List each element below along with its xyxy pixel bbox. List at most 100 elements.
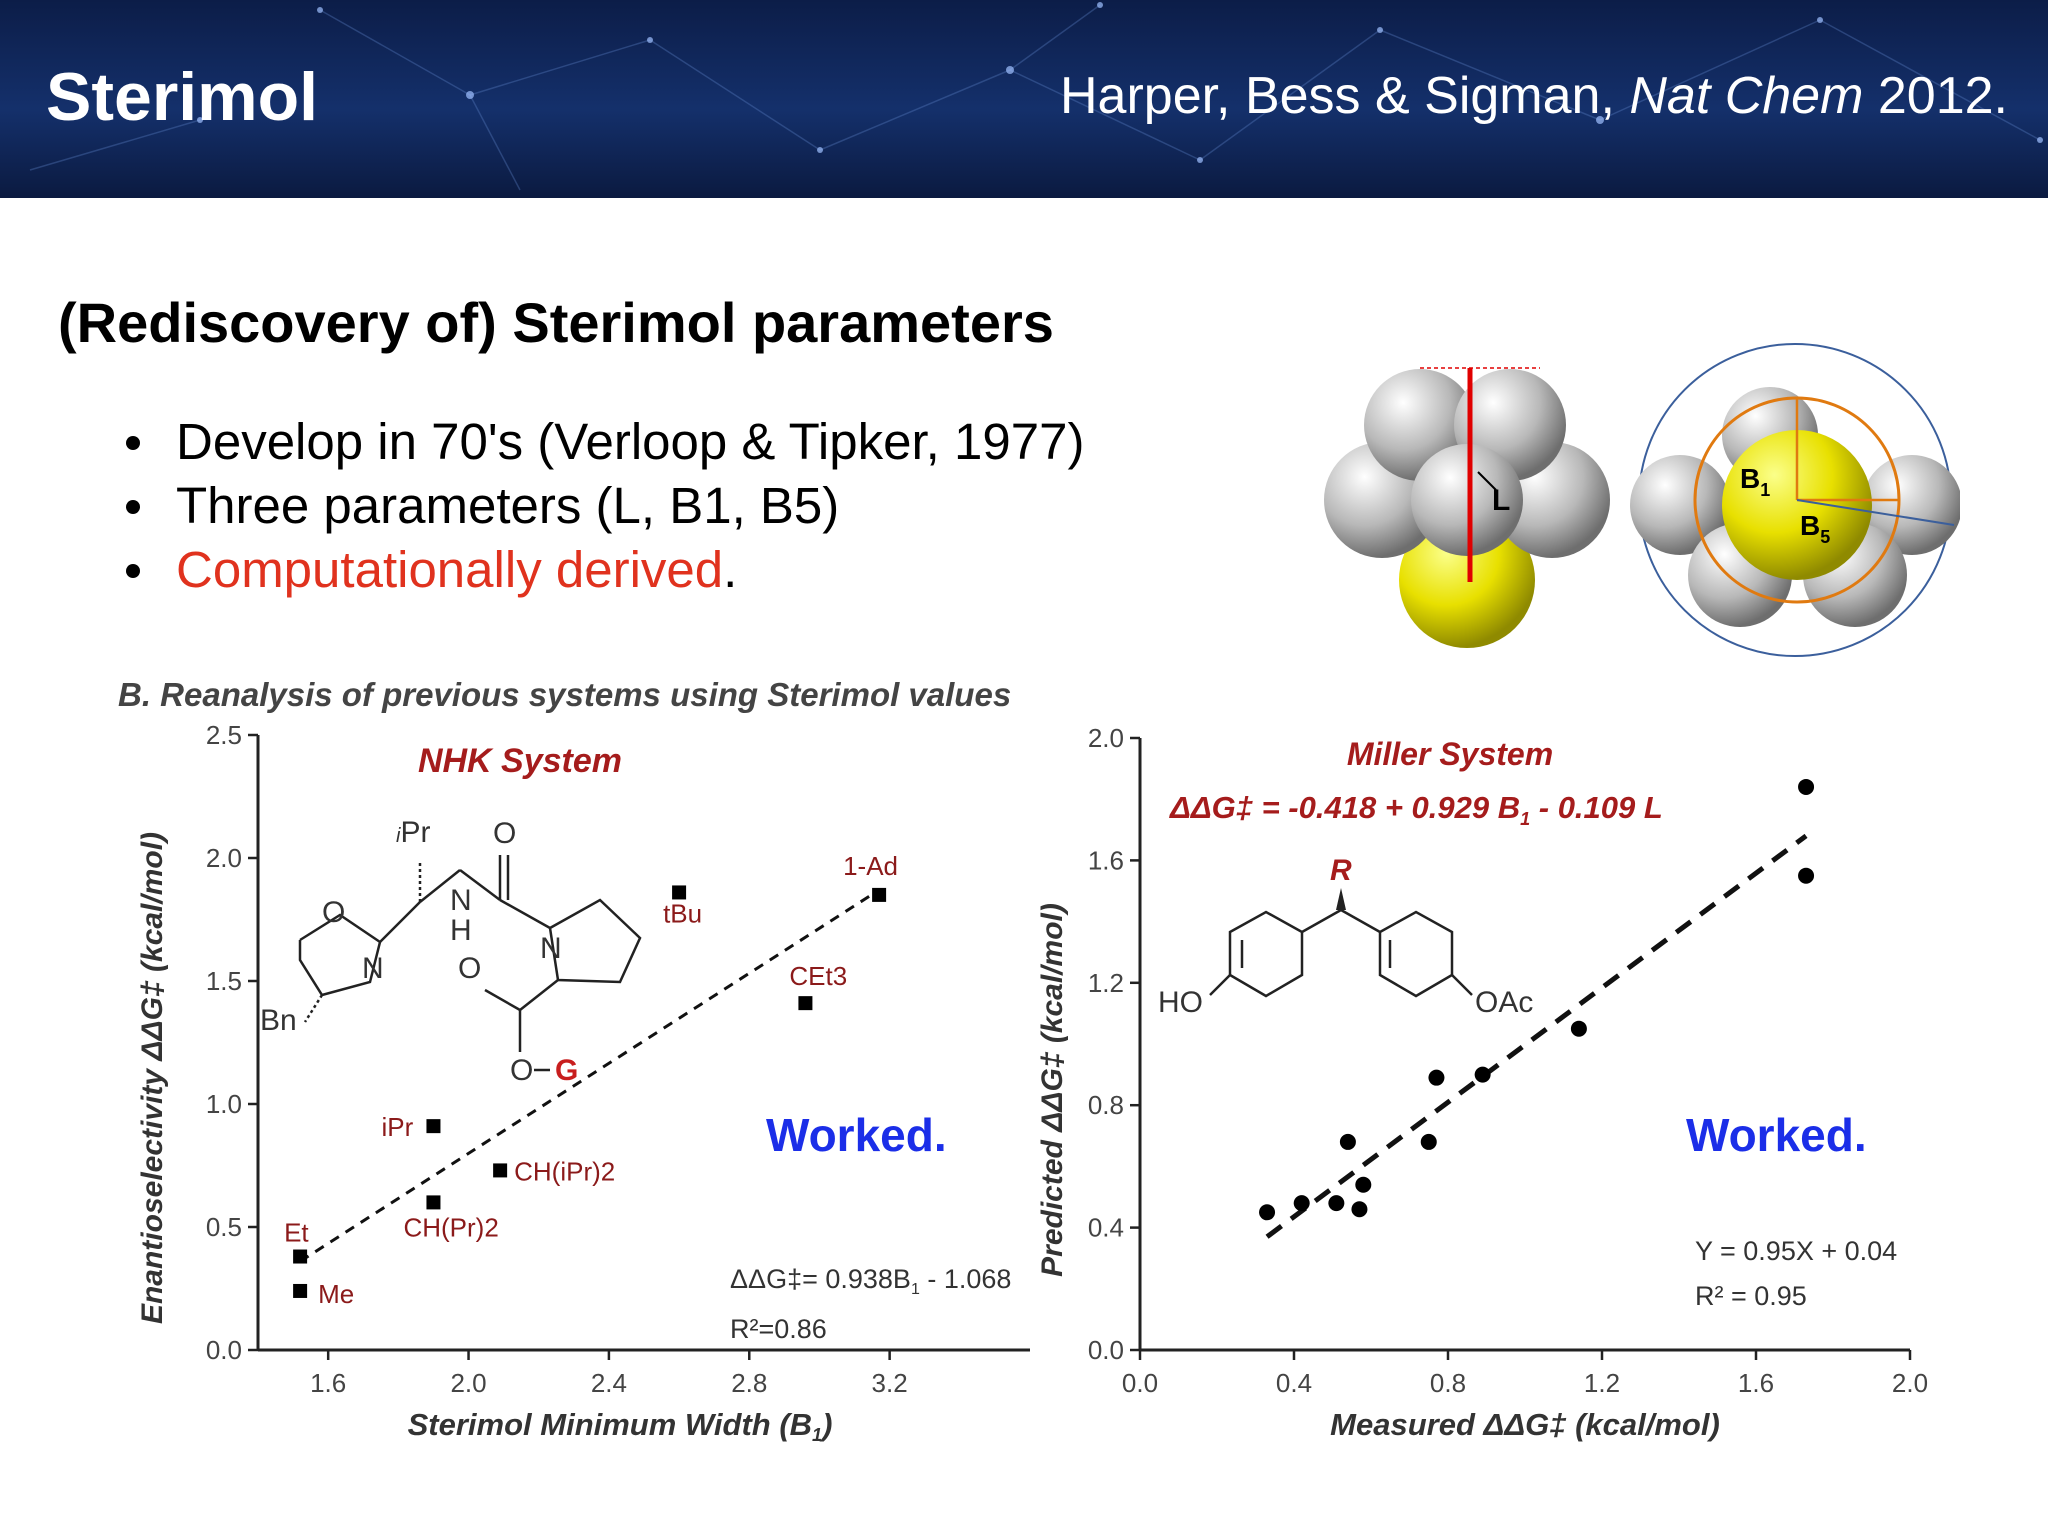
data-point-label: iPr [381,1112,413,1142]
data-point [1328,1195,1345,1212]
nhk-y-axis-label: Enantioselectivity ΔΔG‡ (kcal/mol) [136,832,169,1324]
nhk-fit-line [299,888,880,1263]
panel-caption: B. Reanalysis of previous systems using … [118,676,1012,713]
label-b1: B1 [1740,463,1770,500]
y-tick-label: 2.5 [206,720,242,750]
worked-label-right: Worked. [1686,1109,1867,1161]
citation-authors: Harper, Bess & Sigman, [1059,67,1630,125]
x-tick-label: 1.6 [310,1368,346,1398]
y-tick-label: 1.0 [206,1089,242,1119]
miller-equation: Y = 0.95X + 0.04 [1695,1236,1897,1266]
y-tick-label: 1.2 [1088,968,1124,998]
bullet-text-tail: . [723,541,738,598]
svg-text:Bn: Bn [260,1004,297,1037]
bullet-text: Develop in 70's (Verloop & Tipker, 1977) [176,413,1085,470]
miller-ho-label: HO [1158,986,1203,1019]
nhk-chart-title: NHK System [418,742,622,780]
data-point [293,1249,308,1264]
data-point [1420,1133,1437,1150]
y-tick-label: 2.0 [1088,723,1124,753]
nhk-ticks: 1.6 2.0 2.4 2.8 3.2 0.0 0.5 1.0 1.5 2.0 2.5 [206,720,908,1398]
y-tick-label: 0.0 [1088,1335,1124,1365]
x-tick-label: 2.8 [731,1368,767,1398]
data-point [872,887,887,902]
nhk-x-axis-label: Sterimol Minimum Width (B1) [408,1407,833,1445]
citation-journal: Nat Chem [1629,67,1864,125]
data-point [798,996,813,1011]
nhk-r2: R²=0.86 [730,1314,827,1344]
data-point [1570,1020,1587,1037]
x-tick-label: 2.0 [450,1368,486,1398]
miller-x-axis-label: Measured ΔΔG‡ (kcal/mol) [1330,1407,1720,1442]
wedge-bond [1336,888,1346,910]
data-point-label: Et [284,1218,309,1248]
miller-chart-title: Miller System [1347,736,1553,772]
side-view-molecule: L [1324,367,1610,648]
data-point [1355,1176,1372,1193]
x-tick-label: 1.2 [1584,1368,1620,1398]
miller-structure [1209,908,1473,998]
data-point [1798,867,1815,884]
svg-text:N: N [362,952,384,985]
svg-text:N: N [540,932,562,965]
x-tick-label: 0.0 [1122,1368,1158,1398]
data-point-label: CEt3 [789,961,847,991]
data-point [293,1283,308,1298]
x-tick-label: 2.4 [591,1368,627,1398]
data-point-label: tBu [663,898,702,928]
miller-ticks: 0.0 0.4 0.8 1.2 1.6 2.0 0.0 0.4 0.8 1.2 1.6 2.0 [1088,723,1928,1398]
data-point [1474,1066,1491,1083]
citation: Harper, Bess & Sigman, Nat Chem 2012. [1060,66,2008,126]
miller-y-axis-label: Predicted ΔΔG‡ (kcal/mol) [1036,903,1069,1277]
miller-points [1259,778,1815,1221]
data-point-label: CH(Pr)2 [403,1212,498,1242]
bullet-text-highlight: Computationally derived [176,541,724,598]
data-point [426,1119,441,1134]
miller-axes [1138,738,1910,1352]
data-point [493,1163,508,1178]
x-tick-label: 1.6 [1738,1368,1774,1398]
citation-year: 2012. [1863,67,2008,125]
regression-line [299,888,880,1263]
data-point [1428,1069,1445,1086]
miller-fit-line [1265,833,1808,1239]
label-l: L [1492,484,1510,517]
data-point-label: CH(iPr)2 [514,1156,615,1186]
bullet-text: Three parameters (L, B1, B5) [176,477,840,534]
y-tick-label: 1.5 [206,966,242,996]
svg-text:H: H [450,914,472,947]
worked-label-left: Worked. [766,1109,947,1161]
svg-text:N: N [450,884,472,917]
svg-text:O: O [493,817,516,850]
bullet-item: Three parameters (L, B1, B5) [126,474,1084,538]
y-tick-label: 0.5 [206,1212,242,1242]
sterimol-molecule-illustration: L B1 B5 [1324,343,1960,657]
bullet-item: Develop in 70's (Verloop & Tipker, 1977) [126,410,1084,474]
nhk-points: Me Et iPr CH(Pr)2 CH(iPr)2 tBu CEt3 1-Ad [284,851,898,1309]
data-point [426,1195,441,1210]
svg-text:iPr: iPr [396,816,430,849]
label-b5: B5 [1800,510,1830,547]
x-tick-label: 2.0 [1892,1368,1928,1398]
main-heading: (Rediscovery of) Sterimol parameters [58,291,1054,354]
data-point [1293,1195,1310,1212]
x-tick-label: 0.4 [1276,1368,1312,1398]
data-point [1259,1204,1276,1221]
x-tick-label: 3.2 [872,1368,908,1398]
data-point-label: 1-Ad [843,851,898,881]
header-banner: Sterimol Harper, Bess & Sigman, Nat Chem… [0,0,2048,198]
nhk-axes [256,735,1030,1352]
miller-r2: R² = 0.95 [1695,1281,1807,1311]
miller-equation-header: ΔΔG‡ = -0.418 + 0.929 B1 - 0.109 L [1169,790,1663,829]
slide-title: Sterimol [46,59,319,135]
end-view-molecule: B1 B5 [1630,343,1960,657]
miller-system-chart: 0.0 0.4 0.8 1.2 1.6 2.0 0.0 0.4 0.8 1.2 1.6 2.0 Mil… [1036,723,1928,1442]
network-background-graphic [29,2,2043,191]
miller-r-label: R [1330,854,1352,887]
svg-text:O: O [322,896,345,929]
y-tick-label: 0.8 [1088,1090,1124,1120]
data-point [1798,778,1815,795]
nhk-system-chart: 1.6 2.0 2.4 2.8 3.2 0.0 0.5 1.0 1.5 2.0 2.5 Me Et iP… [136,720,1030,1445]
data-point-label: Me [318,1279,354,1309]
y-tick-label: 0.0 [206,1335,242,1365]
